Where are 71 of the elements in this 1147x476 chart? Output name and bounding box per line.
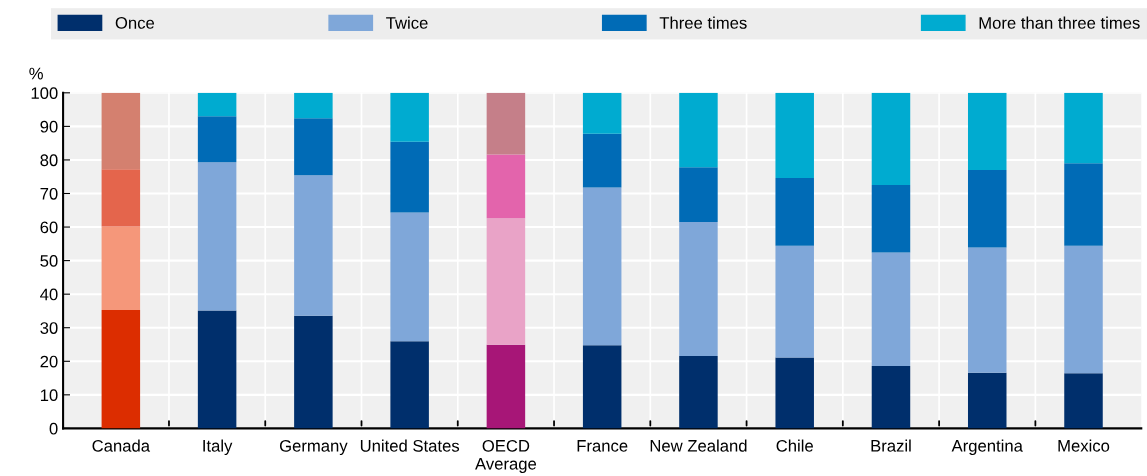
bar bbox=[101, 92, 141, 170]
bar bbox=[871, 185, 911, 253]
bar bbox=[679, 222, 718, 356]
bar bbox=[101, 226, 141, 310]
bar bbox=[967, 247, 1007, 373]
bar bbox=[486, 92, 526, 155]
y-tick-label: 90 bbox=[40, 120, 58, 133]
bar bbox=[775, 92, 814, 179]
y-tick-label: 100 bbox=[31, 87, 58, 100]
x-tick-label: Argentina bbox=[951, 439, 1023, 456]
y-tick-label: 80 bbox=[40, 154, 58, 167]
bar bbox=[390, 92, 429, 142]
bar bbox=[775, 245, 814, 358]
y-tick-label: 40 bbox=[40, 288, 58, 301]
bar bbox=[967, 170, 1007, 248]
legend-label: Twice bbox=[386, 16, 428, 29]
bar bbox=[871, 252, 911, 366]
y-axis-title: % bbox=[29, 67, 43, 80]
bar bbox=[486, 344, 526, 429]
x-tick-label: Italy bbox=[203, 439, 233, 456]
y-tick-label: 20 bbox=[40, 355, 58, 368]
bar bbox=[197, 310, 237, 429]
y-tick-label: 10 bbox=[40, 389, 58, 402]
x-tick-label: Brazil bbox=[871, 439, 911, 452]
bar bbox=[390, 212, 429, 342]
y-tick-label: 0 bbox=[49, 422, 58, 435]
x-tick-label: OECD Average bbox=[475, 439, 537, 473]
x-tick-label: Canada bbox=[92, 439, 151, 452]
bar bbox=[390, 341, 429, 429]
x-tick-label: Chile bbox=[776, 439, 813, 452]
bar bbox=[486, 154, 526, 219]
y-tick-label: 30 bbox=[40, 322, 58, 334]
x-tick-label: Mexico bbox=[1058, 439, 1110, 452]
x-tick-label: United States bbox=[360, 439, 460, 452]
bar bbox=[294, 315, 333, 429]
bar bbox=[1064, 163, 1103, 246]
bar bbox=[1064, 92, 1103, 164]
bar bbox=[582, 345, 622, 429]
bar bbox=[967, 372, 1007, 429]
bar bbox=[679, 355, 718, 429]
bar bbox=[390, 141, 429, 213]
bar bbox=[1064, 373, 1103, 429]
bar bbox=[294, 175, 333, 316]
legend-label: More than three times bbox=[979, 16, 1140, 29]
bar bbox=[1064, 245, 1103, 374]
y-tick-label: 60 bbox=[40, 221, 58, 234]
bar bbox=[679, 92, 718, 168]
bar bbox=[871, 365, 911, 429]
legend-label: Once bbox=[115, 17, 155, 29]
bar bbox=[294, 118, 333, 176]
bar bbox=[967, 92, 1007, 170]
bar bbox=[197, 116, 237, 163]
bar bbox=[679, 167, 718, 223]
bar bbox=[775, 178, 814, 246]
bar bbox=[101, 309, 141, 429]
bar bbox=[582, 187, 622, 346]
bar bbox=[582, 133, 622, 188]
bar bbox=[775, 357, 814, 429]
bar bbox=[197, 162, 237, 311]
bar bbox=[294, 92, 333, 119]
x-tick-label: New Zealand bbox=[650, 439, 747, 452]
x-tick-label: France bbox=[577, 440, 628, 452]
bar bbox=[582, 92, 622, 134]
legend-label: Three times bbox=[659, 16, 747, 29]
bar bbox=[486, 218, 526, 345]
bar bbox=[101, 169, 141, 227]
bar bbox=[871, 92, 911, 186]
y-tick-label: 70 bbox=[40, 187, 58, 200]
x-tick-label: Germany bbox=[279, 439, 348, 456]
y-tick-label: 50 bbox=[40, 255, 58, 267]
bar bbox=[197, 92, 237, 117]
